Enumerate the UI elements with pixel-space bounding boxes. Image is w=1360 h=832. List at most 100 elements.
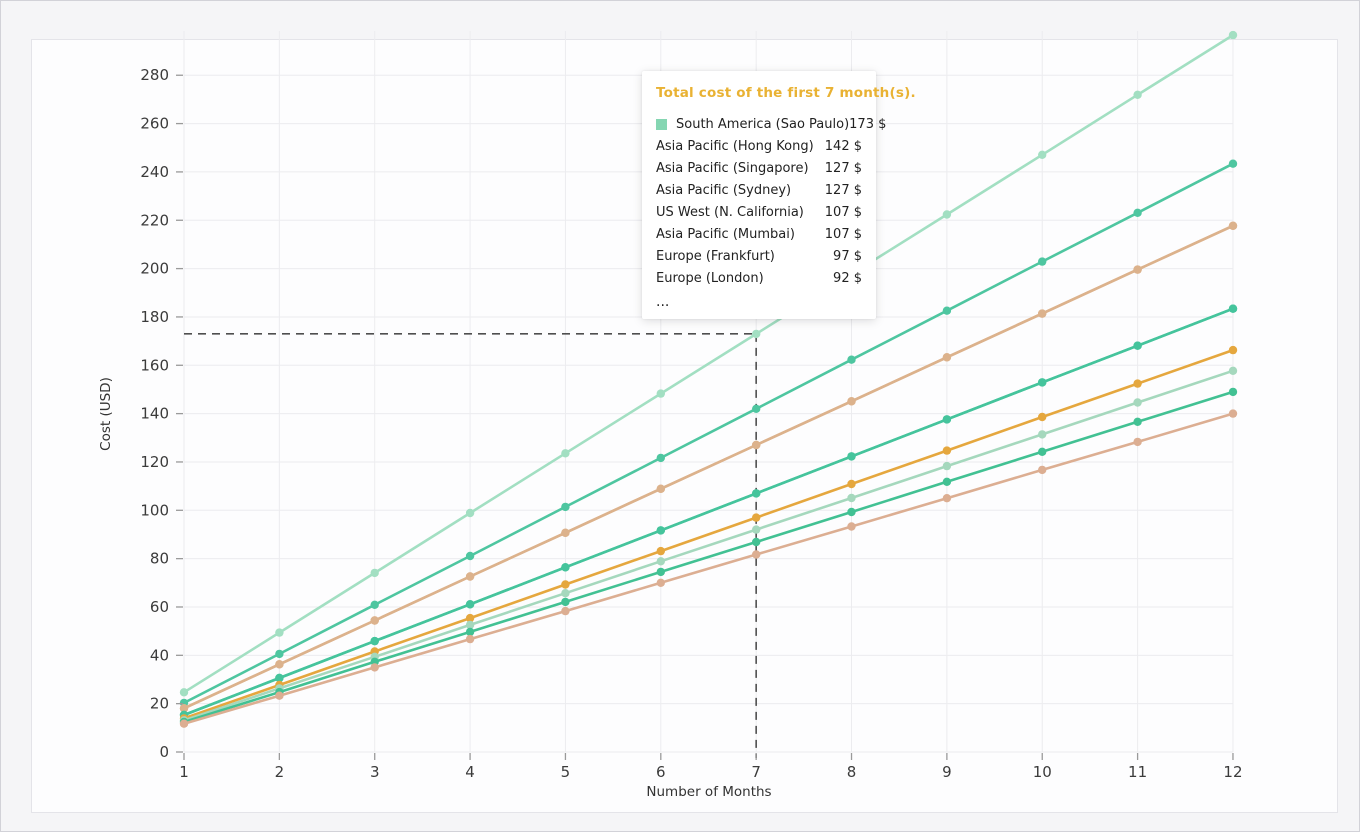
data-point[interactable] <box>1133 265 1142 274</box>
data-point[interactable] <box>1133 90 1142 100</box>
data-point[interactable] <box>561 502 570 512</box>
data-point[interactable] <box>179 704 189 713</box>
tick-layer: 1 2 3 4 5 6 7 8 9 10 11 120204060801001201401601802… <box>140 66 1242 781</box>
data-point[interactable] <box>847 479 856 489</box>
series-line-4[interactable] <box>182 224 1235 710</box>
y-tick-label: 80 <box>150 550 169 568</box>
data-point[interactable] <box>1228 345 1238 355</box>
data-point[interactable] <box>1228 159 1238 168</box>
data-point[interactable] <box>847 522 856 531</box>
series-line-8[interactable] <box>182 369 1235 722</box>
data-point[interactable] <box>1038 465 1047 475</box>
data-point[interactable] <box>656 557 665 566</box>
data-point[interactable] <box>465 572 475 581</box>
y-tick-label: 100 <box>140 501 169 519</box>
data-point[interactable] <box>1228 30 1238 40</box>
data-point[interactable] <box>370 616 379 625</box>
data-point[interactable] <box>465 551 475 561</box>
data-point[interactable] <box>1228 409 1238 418</box>
data-point[interactable] <box>847 355 856 364</box>
data-point[interactable] <box>752 329 761 339</box>
data-point[interactable] <box>370 600 379 609</box>
data-point[interactable] <box>656 389 665 398</box>
data-point[interactable] <box>1133 437 1142 447</box>
data-point[interactable] <box>942 494 952 503</box>
data-point[interactable] <box>275 660 284 669</box>
data-point[interactable] <box>752 440 761 450</box>
data-point[interactable] <box>942 477 952 486</box>
data-point[interactable] <box>1228 304 1238 313</box>
series-line-2[interactable] <box>182 162 1235 705</box>
data-point[interactable] <box>275 649 284 659</box>
data-point[interactable] <box>561 589 570 598</box>
data-point[interactable] <box>1133 379 1142 388</box>
data-point[interactable] <box>1038 378 1047 387</box>
data-point[interactable] <box>561 606 570 616</box>
data-point[interactable] <box>179 719 189 728</box>
data-point[interactable] <box>847 452 856 461</box>
x-tick-label: 4 <box>465 763 475 781</box>
data-point[interactable] <box>561 580 570 589</box>
data-point[interactable] <box>1038 412 1047 422</box>
data-point[interactable] <box>656 578 665 587</box>
data-point[interactable] <box>465 508 475 518</box>
series-line-9[interactable] <box>182 390 1235 724</box>
data-point[interactable] <box>1038 309 1047 318</box>
series-line-6[interactable] <box>182 307 1235 717</box>
series-line-7[interactable] <box>182 348 1235 720</box>
data-point[interactable] <box>1133 208 1142 217</box>
data-point[interactable] <box>752 525 761 534</box>
data-point[interactable] <box>1038 447 1047 456</box>
data-point[interactable] <box>275 628 284 637</box>
series-line-10[interactable] <box>182 412 1235 725</box>
tooltip-series-label: South America (Sao Paulo) <box>676 116 850 132</box>
data-point[interactable] <box>561 528 570 537</box>
data-point[interactable] <box>179 688 189 697</box>
data-point[interactable] <box>656 453 665 463</box>
data-point[interactable] <box>275 673 284 683</box>
data-point[interactable] <box>1133 341 1142 350</box>
data-point[interactable] <box>942 210 952 219</box>
data-point[interactable] <box>1038 430 1047 439</box>
data-point[interactable] <box>465 627 475 637</box>
data-point[interactable] <box>465 634 475 644</box>
data-point[interactable] <box>561 597 570 607</box>
data-point[interactable] <box>561 563 570 572</box>
data-point[interactable] <box>1228 366 1238 375</box>
series-line-1[interactable] <box>182 33 1235 694</box>
data-point[interactable] <box>752 489 761 498</box>
data-point[interactable] <box>465 620 475 630</box>
data-point[interactable] <box>370 568 379 578</box>
data-point[interactable] <box>1228 221 1238 230</box>
data-point[interactable] <box>656 484 665 493</box>
data-point[interactable] <box>656 526 665 535</box>
data-point[interactable] <box>847 507 856 517</box>
data-point[interactable] <box>942 446 952 455</box>
data-point[interactable] <box>656 567 665 577</box>
data-point[interactable] <box>275 691 284 700</box>
data-point[interactable] <box>942 415 952 424</box>
data-point[interactable] <box>752 513 761 522</box>
data-point[interactable] <box>656 546 665 556</box>
data-point[interactable] <box>942 461 952 471</box>
tooltip-series-value: 127 $ <box>824 182 862 198</box>
data-point[interactable] <box>752 537 761 547</box>
data-point[interactable] <box>1133 398 1142 407</box>
data-point[interactable] <box>942 353 952 362</box>
data-point[interactable] <box>370 636 379 646</box>
data-point[interactable] <box>1133 417 1142 426</box>
data-point[interactable] <box>1038 257 1047 266</box>
data-point[interactable] <box>465 613 475 623</box>
data-point[interactable] <box>1228 387 1238 397</box>
data-point[interactable] <box>847 397 856 406</box>
data-point[interactable] <box>752 404 761 413</box>
data-point[interactable] <box>561 449 570 458</box>
data-point[interactable] <box>942 306 952 315</box>
data-point[interactable] <box>847 493 856 503</box>
data-point[interactable] <box>1038 150 1047 159</box>
data-point[interactable] <box>370 663 379 672</box>
data-point[interactable] <box>752 550 761 559</box>
data-point[interactable] <box>465 600 475 609</box>
